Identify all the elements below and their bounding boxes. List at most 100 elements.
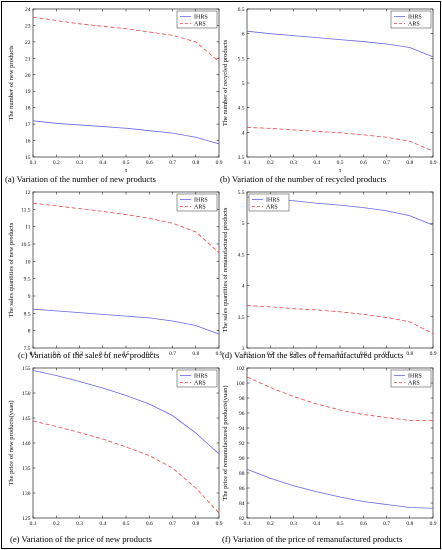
x-tick-label: 0.5	[337, 521, 344, 527]
legend-label-ars: ARS	[194, 205, 206, 211]
y-tick-label: 4	[242, 284, 245, 290]
y-tick-label: 23	[25, 23, 31, 29]
y-tick-label: 5.5	[238, 56, 245, 62]
y-axis-label: The sales quantities of new products	[8, 222, 15, 317]
y-tick-label: 5	[242, 221, 245, 227]
x-tick-label: 0.9	[216, 521, 223, 527]
y-tick-label: 155	[22, 366, 31, 372]
legend-label-ars: ARS	[408, 381, 420, 387]
y-tick-label: 3.5	[238, 155, 245, 161]
legend-label-ihrs: IHRS	[194, 374, 208, 380]
panel-caption: (f) Variation of the price of remanufact…	[222, 534, 403, 544]
x-tick-label: 0.7	[383, 351, 390, 357]
x-axis-label: τ	[339, 167, 342, 174]
plot-area	[32, 8, 220, 158]
x-tick-label: 0.6	[146, 160, 153, 166]
x-tick-label: 0.9	[430, 521, 437, 527]
x-tick-label: 0.2	[53, 160, 60, 166]
x-axis-label: τ	[125, 167, 128, 174]
x-tick-label: 0.7	[169, 160, 176, 166]
x-tick-label: 0.8	[192, 160, 199, 166]
x-tick-label: 0.4	[99, 351, 106, 357]
x-tick-label: 0.6	[146, 521, 153, 527]
y-tick-label: 92	[239, 441, 245, 447]
y-axis-label: The price of new products(yuan)	[8, 400, 15, 485]
x-tick-label: 0.7	[169, 351, 176, 357]
plot-area	[246, 367, 434, 519]
panel-caption: (c) Variation of the sales of new produc…	[18, 350, 160, 360]
y-tick-label: 21	[25, 56, 31, 62]
x-tick-label: 0.3	[290, 160, 297, 166]
x-tick-label: 0.5	[123, 521, 130, 527]
x-tick-label: 0.8	[406, 351, 413, 357]
series-line-ihrs	[32, 120, 220, 145]
plot-area	[246, 8, 434, 158]
x-tick-label: 0.4	[313, 521, 320, 527]
x-tick-label: 0.3	[76, 160, 83, 166]
plot-area	[246, 191, 434, 349]
y-tick-label: 8.5	[24, 311, 31, 317]
y-tick-label: 125	[22, 516, 31, 522]
x-tick-label: 0.6	[146, 351, 153, 357]
y-axis-label: The sales quantities of remanufactured p…	[222, 207, 229, 332]
panel-caption: (a) Variation of the number of new produ…	[5, 174, 157, 184]
y-tick-label: 9.5	[24, 277, 31, 283]
x-tick-label: 0.2	[53, 351, 60, 357]
x-tick-label: 0.3	[290, 521, 297, 527]
y-tick-label: 130	[22, 491, 31, 497]
x-tick-label: 0.2	[267, 521, 274, 527]
x-tick-label: 0.9	[430, 160, 437, 166]
y-tick-label: 90	[239, 456, 245, 462]
y-tick-label: 11.5	[21, 207, 31, 213]
y-tick-label: 4	[242, 130, 245, 136]
x-tick-label: 0.4	[99, 521, 106, 527]
chart-panel-4: 0.1 0.2 0.3 0.4 0.5 0.6 0.7 0.8 0.9 3 3.5 4 4.5 5 5.5 T…	[222, 190, 437, 360]
x-tick-label: 0.1	[30, 351, 37, 357]
x-tick-label: 0.2	[53, 521, 60, 527]
series-line-ars	[32, 16, 220, 62]
chart-panel-1: 0.1 0.2 0.3 0.4 0.5 0.6 0.7 0.8 0.9 15 16 17 18 19 20 2…	[5, 7, 223, 184]
y-tick-label: 10.5	[21, 242, 31, 248]
y-tick-label: 22	[25, 40, 31, 46]
x-tick-label: 0.4	[313, 160, 320, 166]
y-tick-label: 150	[22, 391, 31, 397]
y-tick-label: 98	[239, 396, 245, 402]
legend-label-ars: ARS	[408, 22, 420, 28]
legend-label-ihrs: IHRS	[408, 374, 422, 380]
x-tick-label: 0.5	[337, 160, 344, 166]
x-tick-label: 0.6	[360, 521, 367, 527]
x-tick-label: 0.2	[267, 160, 274, 166]
x-tick-label: 0.3	[76, 351, 83, 357]
y-axis-label: The price of remanufactured products(yua…	[222, 385, 229, 500]
y-tick-label: 94	[239, 426, 245, 432]
x-tick-label: 0.7	[383, 521, 390, 527]
y-tick-label: 140	[22, 441, 31, 447]
legend-label-ihrs: IHRS	[266, 198, 280, 204]
y-tick-label: 82	[239, 516, 245, 522]
series-line-ihrs	[32, 370, 220, 455]
y-tick-label: 102	[236, 366, 245, 372]
panel-caption: (e) Variation of the price of new produc…	[10, 534, 152, 544]
x-tick-label: 0.9	[216, 351, 223, 357]
y-tick-label: 6	[242, 32, 245, 38]
x-tick-label: 0.5	[337, 351, 344, 357]
legend-label-ars: ARS	[266, 205, 278, 211]
panel-caption: (b) Variation of the number of recycled …	[220, 174, 387, 184]
x-tick-label: 0.5	[123, 351, 130, 357]
y-axis-label: The number of recycled products	[222, 39, 229, 126]
y-tick-label: 5.5	[238, 190, 245, 196]
x-tick-label: 0.7	[169, 521, 176, 527]
legend-label-ihrs: IHRS	[194, 15, 208, 21]
y-tick-label: 8	[28, 329, 31, 335]
y-tick-label: 3.5	[238, 315, 245, 321]
x-tick-label: 0.8	[406, 160, 413, 166]
x-tick-label: 0.7	[383, 160, 390, 166]
x-tick-label: 0.8	[192, 521, 199, 527]
y-tick-label: 15	[25, 155, 31, 161]
